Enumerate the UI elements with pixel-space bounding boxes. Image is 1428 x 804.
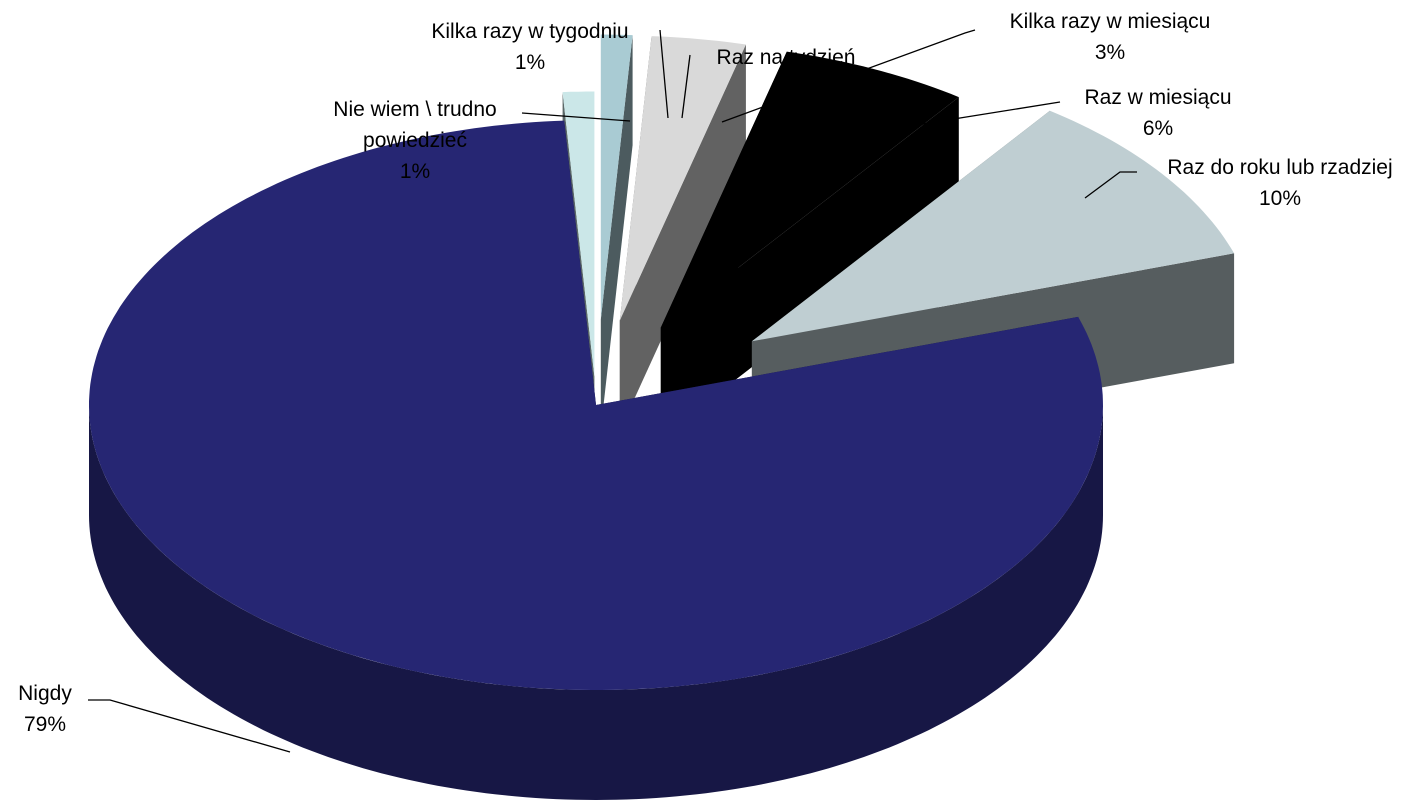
slice-side [619,44,746,431]
leader-line [659,29,669,119]
label-value: 6% [1142,117,1174,140]
label-value: 10% [1258,187,1302,210]
label-value: 1% [514,51,546,74]
data-label: Nie wiem \ trudno powiedzieć 1% [300,94,530,187]
slice [619,36,746,321]
leader-line [521,112,631,122]
label-name: Raz na tydzień [716,46,856,69]
slice [605,35,638,320]
leader-line [88,699,291,753]
slice [660,51,959,328]
slice [660,51,959,438]
label-name: Raz w miesiącu [1084,86,1232,109]
slice [619,36,746,431]
slice [605,35,638,320]
label-value: 0% [770,77,802,100]
leader-line [1084,171,1137,199]
leader-line [859,101,1061,135]
label-name: Raz do roku lub rzadziej [1167,156,1393,179]
label-value: 3% [1094,41,1126,64]
data-label: Raz na tydzień 0% [686,42,886,104]
data-label: Nigdy 79% [0,678,90,740]
leader-line [681,54,691,119]
data-label: Raz w miesiącu 6% [1048,82,1268,144]
slice [600,34,633,320]
label-name: Nie wiem \ trudno powiedzieć [333,98,497,152]
label-value: 1% [399,160,431,183]
data-label: Kilka razy w tygodniu 1% [400,16,660,78]
slice [600,34,633,430]
data-label: Raz do roku lub rzadziej 10% [1130,152,1428,214]
slice [751,110,1235,342]
leader-line [721,29,976,123]
label-name: Kilka razy w miesiącu [1009,10,1211,33]
slice [89,120,1103,691]
label-value: 79% [23,713,67,736]
slice [562,91,595,377]
data-label: Kilka razy w miesiącu 3% [970,6,1250,68]
label-name: Kilka razy w tygodniu [431,20,629,43]
label-name: Nigdy [18,682,72,705]
slice-side [600,35,633,430]
slice-side [660,97,959,438]
slice [89,120,1103,800]
slice-wall [89,405,1103,800]
